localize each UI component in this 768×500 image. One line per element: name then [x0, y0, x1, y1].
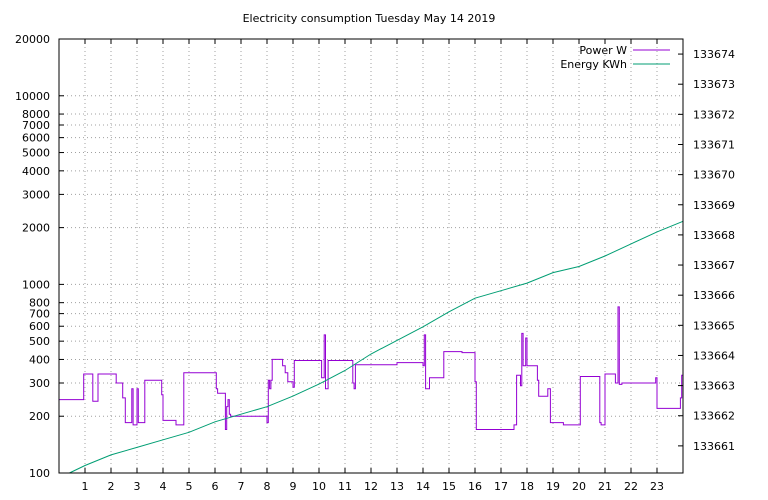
x-tick-label: 17: [494, 480, 508, 493]
x-tick-label: 22: [624, 480, 638, 493]
y-tick-label-right: 133673: [693, 78, 735, 91]
x-tick-label: 14: [416, 480, 430, 493]
x-axis: 1 2 3 4 5 6 7 8 9 10 11 12 13 14 15 16 17 18 19 20 21 22 23: [82, 39, 664, 493]
x-tick-label: 16: [468, 480, 482, 493]
x-tick-label: 19: [546, 480, 560, 493]
x-tick-label: 1: [82, 480, 89, 493]
x-tick-label: 5: [186, 480, 193, 493]
y-axis-right: 133661 133662 133663 133664 133665 133666 1336…: [678, 48, 735, 453]
legend-label: Energy KWh: [560, 58, 627, 71]
y-tick-label-right: 133665: [693, 319, 735, 332]
y-tick-label-left: 800: [29, 297, 50, 310]
y-tick-label-right: 133669: [693, 199, 735, 212]
y-tick-label-left: 1000: [22, 278, 50, 291]
x-tick-label: 8: [264, 480, 271, 493]
legend-label: Power W: [579, 44, 627, 57]
y-tick-label-right: 133661: [693, 440, 735, 453]
y-tick-label-right: 133663: [693, 380, 735, 393]
x-tick-label: 6: [212, 480, 219, 493]
chart-title: Electricity consumption Tuesday May 14 2…: [243, 12, 496, 25]
x-tick-label: 9: [290, 480, 297, 493]
y-tick-label-right: 133667: [693, 259, 735, 272]
x-tick-label: 13: [390, 480, 404, 493]
x-tick-label: 3: [134, 480, 141, 493]
y-tick-label-left: 7000: [22, 119, 50, 132]
y-tick-label-left: 3000: [22, 188, 50, 201]
y-tick-label-right: 133664: [693, 349, 735, 362]
x-tick-label: 18: [520, 480, 534, 493]
y-tick-label-right: 133668: [693, 229, 735, 242]
y-tick-label-left: 300: [29, 377, 50, 390]
y-tick-label-left: 600: [29, 320, 50, 333]
y-tick-label-left: 5000: [22, 147, 50, 160]
y-tick-label-right: 133672: [693, 108, 735, 121]
y-tick-label-left: 8000: [22, 108, 50, 121]
y-tick-label-left: 700: [29, 308, 50, 321]
y-tick-label-left: 400: [29, 353, 50, 366]
x-tick-label: 20: [572, 480, 586, 493]
x-tick-label: 2: [108, 480, 115, 493]
series-energy-kwh: [69, 220, 684, 474]
y-tick-label-right: 133674: [693, 48, 735, 61]
x-tick-label: 21: [598, 480, 612, 493]
y-tick-label-left: 4000: [22, 165, 50, 178]
y-tick-label-left: 500: [29, 335, 50, 348]
y-tick-label-left: 10000: [15, 90, 50, 103]
y-tick-label-right: 133666: [693, 289, 735, 302]
y-tick-label-left: 6000: [22, 132, 50, 145]
y-tick-label-right: 133662: [693, 410, 735, 423]
y-tick-label-left: 200: [29, 410, 50, 423]
y-tick-label-right: 133671: [693, 138, 735, 151]
y-tick-label-right: 133670: [693, 169, 735, 182]
x-tick-label: 15: [442, 480, 456, 493]
series-power-w: [59, 306, 683, 430]
series-layer: [59, 220, 684, 474]
x-tick-label: 11: [338, 480, 352, 493]
x-tick-label: 12: [364, 480, 378, 493]
x-tick-label: 23: [650, 480, 664, 493]
x-tick-label: 10: [312, 480, 326, 493]
x-tick-label: 7: [238, 480, 245, 493]
y-tick-label-left: 100: [29, 467, 50, 480]
y-tick-label-left: 20000: [15, 33, 50, 46]
y-tick-label-left: 2000: [22, 222, 50, 235]
x-tick-label: 4: [160, 480, 167, 493]
grid: [59, 39, 683, 473]
